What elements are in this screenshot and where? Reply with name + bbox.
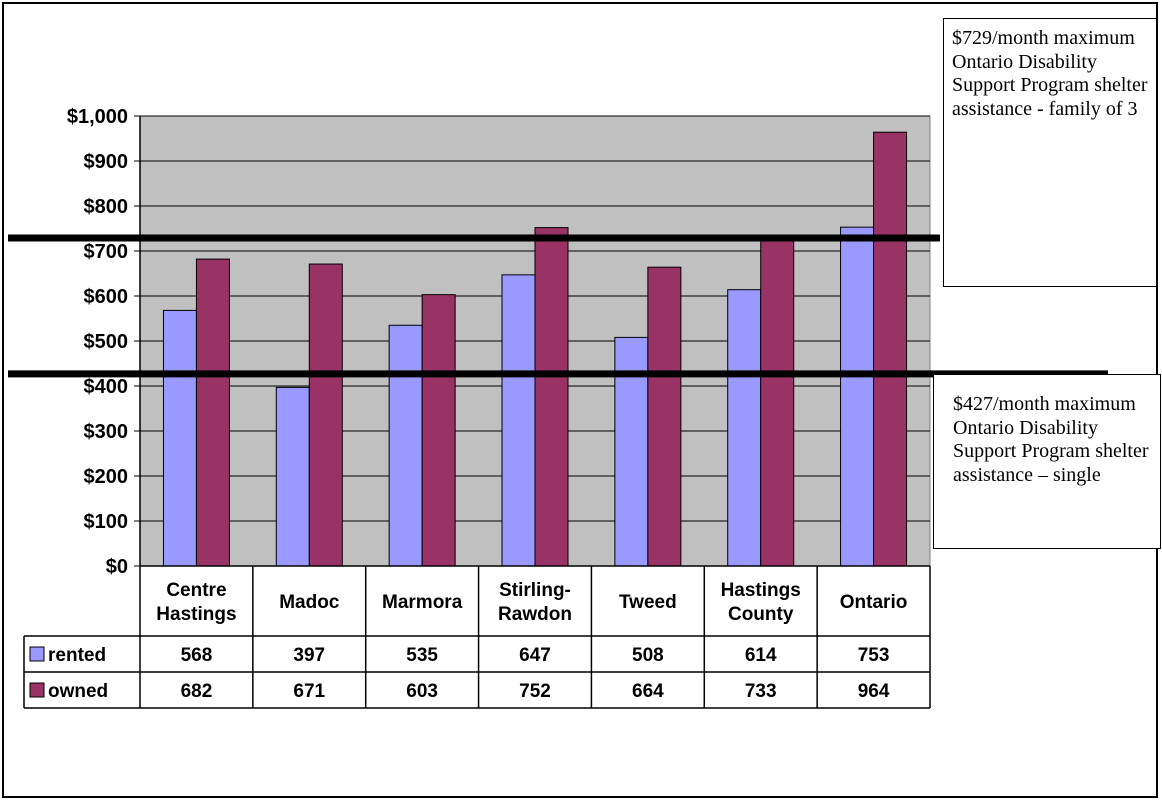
data-label-owned: 603 [406,681,438,702]
bar-owned [760,235,795,567]
data-label-owned: 752 [519,681,551,702]
bar-rented [162,309,197,567]
y-tick-label: $100 [84,511,129,533]
category-label: Tweed [619,592,677,613]
data-label-owned: 733 [745,681,777,702]
data-label-owned: 664 [632,681,664,702]
category-label: County [728,604,794,625]
bar-rented [388,324,423,567]
note-single-shelter: $427/month maximum Ontario Disability Su… [933,374,1161,549]
data-label-rented: 535 [406,645,438,666]
data-label-rented: 753 [858,645,890,666]
data-label-rented: 647 [519,645,551,666]
legend-label-rented: rented [48,645,106,666]
bar-rented [727,289,762,567]
bar-rented [275,386,310,567]
data-label-owned: 682 [181,681,213,702]
y-tick-label: $0 [106,556,128,578]
note-family-shelter: $729/month maximum Ontario Disability Su… [943,18,1157,287]
data-label-rented: 568 [181,645,213,666]
bar-owned [421,294,456,567]
legend-key-rented [29,646,45,662]
y-tick-label: $800 [84,196,129,218]
data-label-rented: 397 [293,645,325,666]
bar-rented [840,226,875,567]
y-tick-label: $200 [84,466,129,488]
legend-label-owned: owned [48,681,108,702]
data-label-rented: 614 [745,645,777,666]
category-label: Madoc [279,592,340,613]
y-tick-label: $600 [84,286,129,308]
bar-owned [308,263,343,567]
y-tick-label: $900 [84,151,129,173]
category-label: Hastings [156,604,236,625]
y-tick-label: $700 [84,241,129,263]
bar-owned [534,227,569,567]
category-label: Centre [166,580,226,601]
category-label: Marmora [382,592,463,613]
data-label-rented: 508 [632,645,664,666]
data-label-owned: 671 [293,681,325,702]
data-label-owned: 964 [858,681,890,702]
bar-owned [873,131,908,567]
bar-owned [647,266,682,567]
bar-owned [195,258,230,567]
y-tick-label: $300 [84,421,129,443]
y-tick-label: $1,000 [67,106,128,128]
category-label: Rawdon [498,604,572,625]
y-tick-label: $400 [84,376,129,398]
category-label: Hastings [721,580,801,601]
legend-key-owned [29,682,45,698]
category-label: Stirling- [499,580,571,601]
bar-rented [501,274,536,567]
y-tick-label: $500 [84,331,129,353]
category-label: Ontario [840,592,908,613]
